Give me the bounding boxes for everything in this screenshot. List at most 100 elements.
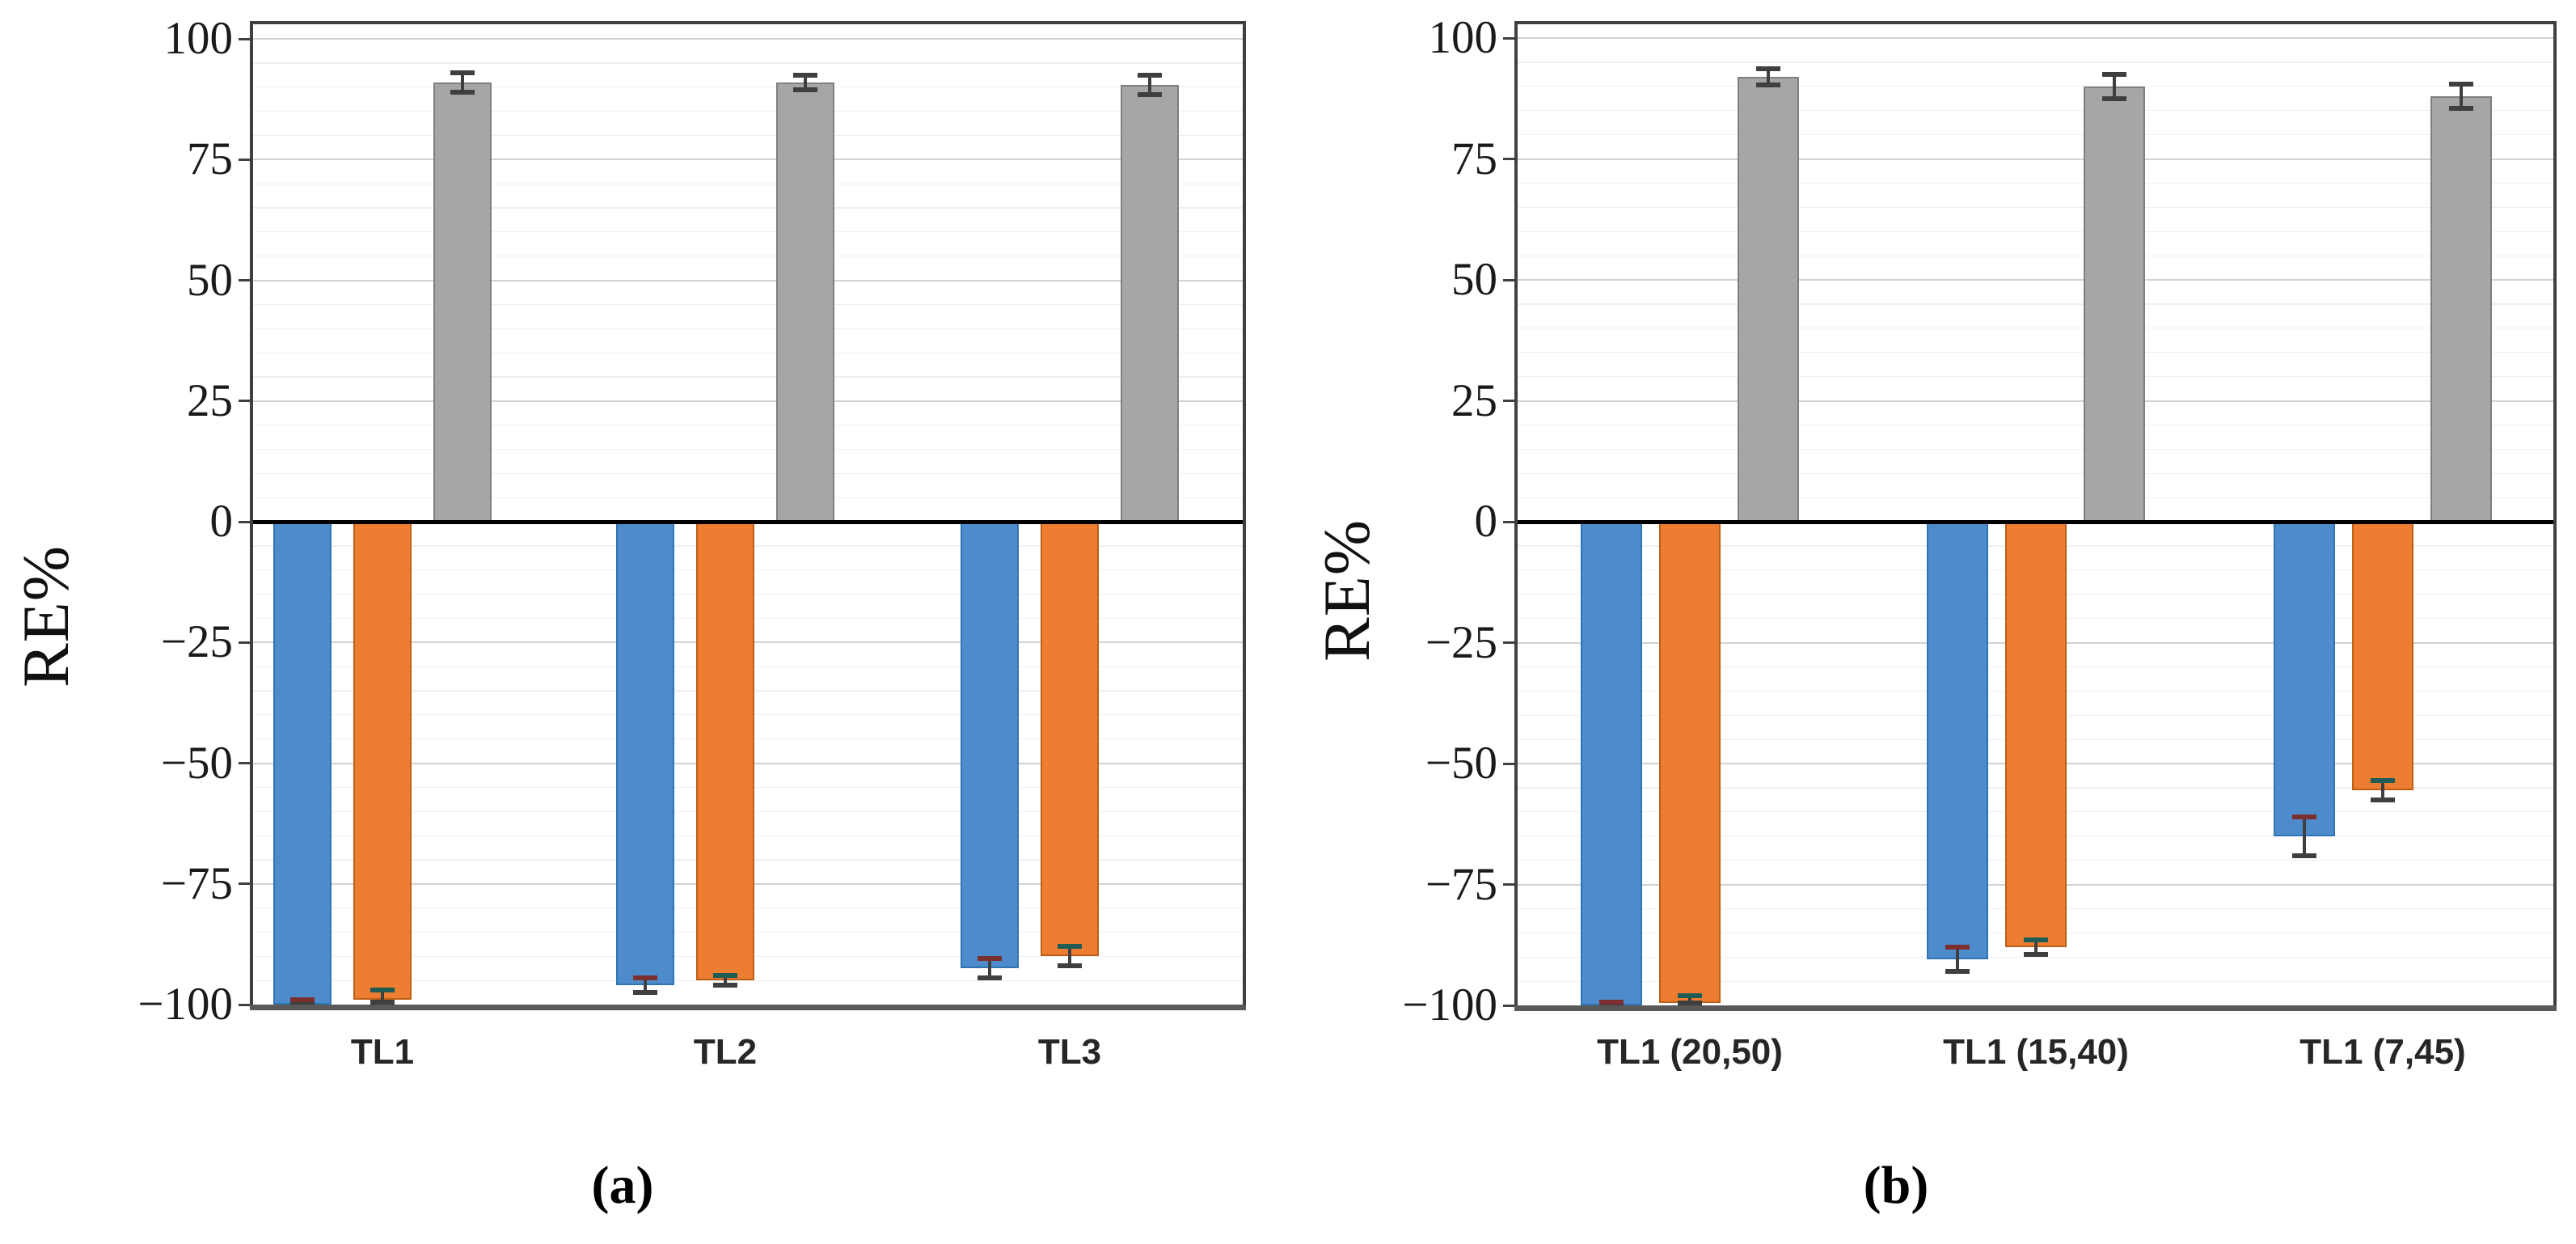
gridline-minor (253, 62, 1243, 64)
gridline-minor (1518, 303, 2553, 305)
gridline-minor (253, 328, 1243, 329)
category-label-1: TL1 (350, 1032, 415, 1072)
gridline-minor (1518, 110, 2553, 112)
gridline-minor (1518, 472, 2553, 474)
caption-chart-b: (b) (1863, 1156, 1929, 1215)
x-axis-zero-line (1514, 520, 2557, 524)
error-cap-outer-series-blue-2 (633, 990, 657, 996)
error-cap-inner-series-orange-1 (370, 988, 395, 993)
y-tick-mark (1503, 762, 1514, 765)
bar-series-blue-2 (1927, 522, 1988, 960)
y-tick-mark (1503, 520, 1514, 523)
gridline-minor (1518, 352, 2553, 353)
y-tick-label: −100 (137, 979, 233, 1030)
gridline-major (253, 159, 1243, 161)
gridline-minor (253, 448, 1243, 451)
bar-series-gray-2 (2084, 86, 2145, 522)
y-tick-label: −75 (1425, 858, 1497, 910)
bar-series-orange-3 (1041, 522, 1099, 957)
gridline-major (253, 279, 1243, 281)
error-cap-inner-series-blue-2 (1945, 945, 1970, 950)
error-bar-series-orange-1 (381, 990, 384, 1002)
error-cap-inner-series-blue-3 (2292, 814, 2316, 819)
bar-series-orange-1 (1659, 522, 1721, 1003)
error-cap-outer-series-orange-3 (1058, 963, 1082, 969)
gridline-major (1518, 37, 2553, 39)
error-bar-series-gray-1 (1767, 68, 1770, 85)
gridline-minor (1518, 86, 2553, 87)
error-cap-outer-series-gray-1 (1756, 66, 1780, 71)
error-cap-outer-series-blue-3 (2292, 853, 2316, 858)
gridline-minor (1518, 61, 2553, 63)
error-bar-series-blue-2 (1956, 947, 1959, 972)
gridline-minor (253, 497, 1243, 498)
error-bar-series-blue-3 (2303, 816, 2306, 856)
plot-border-right (1243, 21, 1246, 1008)
error-cap-inner-series-blue-1 (290, 997, 315, 1003)
y-tick-mark (1503, 883, 1514, 886)
gridline-major (253, 38, 1243, 40)
bar-series-orange-3 (2352, 522, 2413, 790)
bar-series-orange-2 (2005, 522, 2067, 948)
y-tick-mark (1503, 36, 1514, 40)
error-cap-inner-series-orange-2 (713, 973, 737, 979)
error-bar-series-blue-2 (644, 978, 647, 993)
bar-series-orange-2 (696, 522, 754, 981)
error-cap-inner-series-gray-2 (2102, 95, 2126, 101)
gridline-minor (1518, 497, 2553, 498)
category-label-3: TL3 (1037, 1032, 1102, 1072)
gridline-minor (253, 134, 1243, 137)
error-cap-inner-series-orange-1 (1678, 993, 1702, 999)
error-cap-outer-series-orange-2 (2024, 952, 2048, 958)
error-cap-inner-series-orange-3 (2371, 777, 2395, 783)
gridline-major (253, 400, 1243, 402)
error-bar-series-gray-3 (2460, 83, 2463, 108)
y-tick-mark (1503, 278, 1514, 281)
bar-series-blue-1 (1581, 522, 1642, 1005)
gridline-minor (1518, 956, 2553, 958)
error-cap-inner-series-gray-3 (1138, 91, 1162, 97)
error-cap-inner-series-gray-1 (450, 89, 475, 95)
error-bar-series-blue-3 (988, 958, 991, 979)
error-bar-series-gray-1 (461, 72, 464, 92)
error-cap-inner-series-gray-3 (2449, 105, 2473, 111)
category-label-2: TL2 (693, 1032, 758, 1072)
error-cap-outer-series-gray-2 (2102, 71, 2126, 77)
plot-border-right (2553, 21, 2557, 1009)
error-bar-series-orange-2 (724, 975, 727, 986)
y-tick-label: −50 (160, 737, 233, 789)
bar-series-gray-1 (433, 82, 492, 522)
y-tick-label: 0 (209, 496, 234, 547)
y-tick-mark (239, 520, 250, 523)
caption-chart-a: (a) (591, 1156, 654, 1215)
error-cap-outer-series-orange-2 (713, 983, 737, 988)
gridline-minor (253, 376, 1243, 378)
gridline-minor (253, 303, 1243, 306)
gridline-minor (1518, 206, 2553, 208)
category-label-1: TL1 (20,50) (1597, 1032, 1783, 1072)
error-bar-series-orange-2 (2034, 940, 2038, 955)
error-cap-inner-series-orange-3 (1058, 944, 1082, 950)
y-tick-label: −100 (1402, 980, 1497, 1030)
y-tick-label: 100 (163, 13, 234, 64)
plot-border-bottom (1514, 1005, 2557, 1011)
error-cap-inner-series-blue-2 (633, 975, 657, 981)
y-tick-mark (239, 400, 250, 403)
y-tick-label: 50 (187, 254, 233, 306)
error-cap-outer-series-gray-1 (450, 70, 475, 75)
plot-border-left (250, 21, 253, 1008)
bar-series-gray-2 (776, 82, 834, 522)
gridline-minor (1518, 134, 2553, 136)
bar-series-blue-3 (2274, 522, 2335, 836)
gridline-minor (253, 231, 1243, 233)
bar-series-gray-1 (1738, 76, 1799, 522)
bar-series-orange-1 (353, 522, 412, 1001)
gridline-minor (253, 111, 1243, 112)
y-tick-mark (239, 762, 250, 764)
y-tick-label: 25 (187, 374, 233, 426)
gridline-minor (1518, 376, 2553, 378)
error-cap-inner-series-orange-2 (2024, 937, 2048, 943)
gridline-major (1518, 158, 2553, 160)
error-bar-series-orange-1 (1688, 996, 1691, 1003)
